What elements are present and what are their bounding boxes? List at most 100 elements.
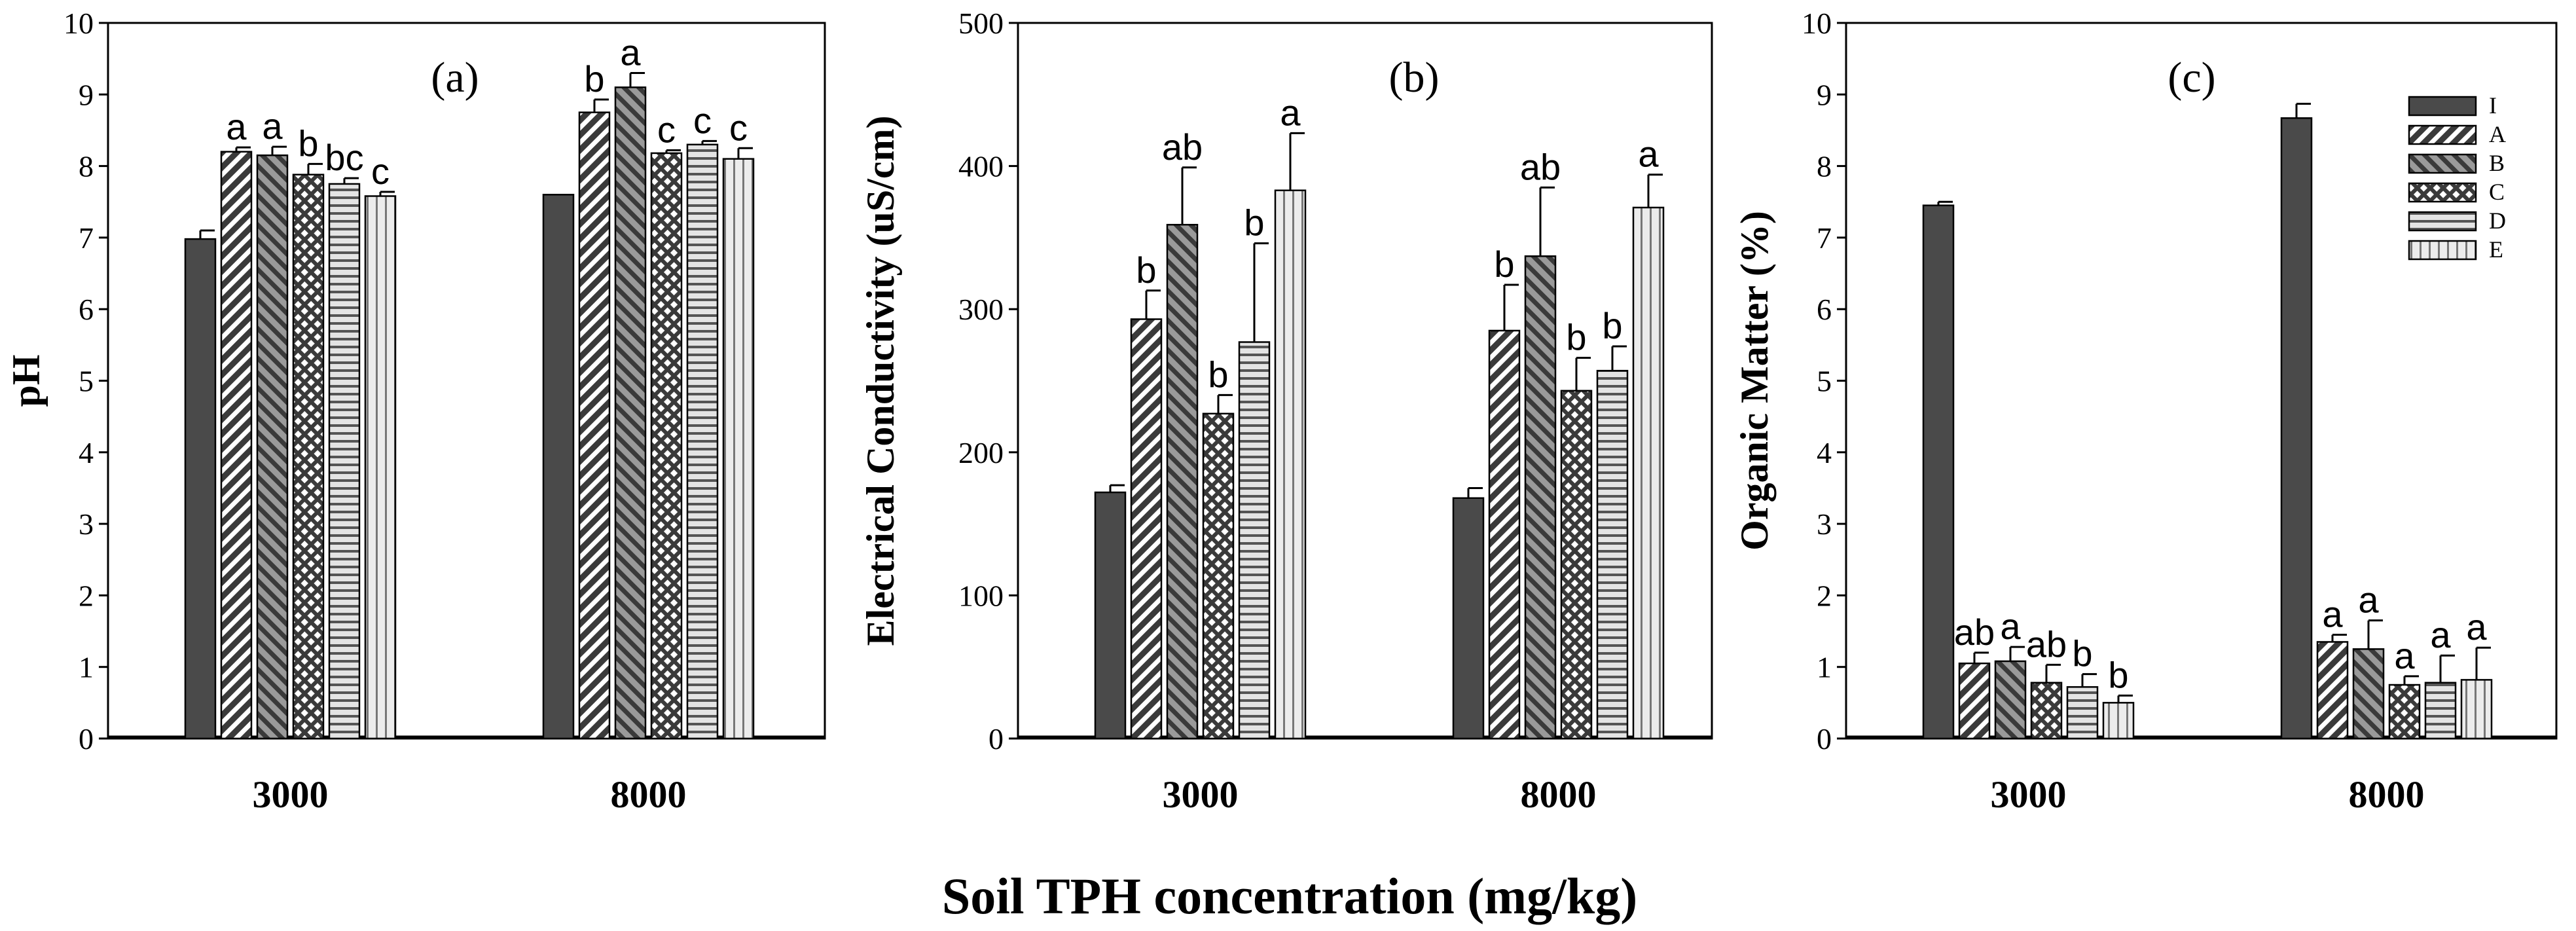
y-tick-label: 5 <box>79 365 94 398</box>
x-category-label: 8000 <box>2349 773 2425 816</box>
y-tick-label: 7 <box>1817 221 1832 255</box>
bar-C-8000 <box>650 152 683 740</box>
bar-C-3000 <box>1202 412 1235 740</box>
panel-tag: (c) <box>2168 54 2215 101</box>
significance-label: b <box>2072 633 2092 674</box>
bar-I-3000 <box>1922 204 1955 740</box>
bar-E-3000 <box>364 195 397 740</box>
x-category-label: 8000 <box>1521 773 1597 816</box>
y-tick-label: 1 <box>1817 651 1832 684</box>
panel-tag: (b) <box>1389 54 1440 101</box>
y-tick-label: 0 <box>79 722 94 756</box>
bar-A-3000 <box>1958 662 1991 740</box>
bar-I-8000 <box>2280 117 2313 740</box>
y-axis-label: pH <box>5 354 48 407</box>
bar-A-3000 <box>220 151 253 740</box>
y-tick-label: 3 <box>79 507 94 541</box>
significance-label: c <box>371 151 390 192</box>
y-tick-label: 0 <box>989 722 1004 756</box>
bar-B-3000 <box>1994 660 2027 740</box>
legend-swatch-C <box>2408 182 2477 203</box>
bar-B-8000 <box>1524 255 1557 740</box>
bar-C-3000 <box>292 173 325 740</box>
y-tick-label: 7 <box>79 221 94 255</box>
y-tick-label: 300 <box>958 293 1004 326</box>
y-tick-label: 8 <box>1817 150 1832 183</box>
significance-label: ab <box>1162 126 1203 168</box>
bar-E-3000 <box>2102 702 2135 740</box>
legend-label-I: I <box>2489 92 2497 119</box>
y-tick-label: 10 <box>1802 7 1832 40</box>
significance-label: b <box>1602 305 1622 346</box>
significance-label: ab <box>1520 146 1561 187</box>
significance-label: a <box>2322 594 2343 635</box>
legend-swatch-E <box>2408 240 2477 261</box>
significance-label: b <box>2108 654 2128 695</box>
y-tick-label: 9 <box>1817 78 1832 111</box>
bar-D-3000 <box>1238 341 1271 740</box>
legend-label-B: B <box>2489 150 2505 176</box>
bar-D-8000 <box>1596 369 1629 740</box>
legend-swatch-A <box>2408 124 2477 145</box>
bar-E-8000 <box>2460 679 2493 740</box>
significance-label: b <box>1208 354 1228 395</box>
significance-label: a <box>2466 606 2487 648</box>
bar-A-8000 <box>2316 641 2349 740</box>
significance-label: a <box>2430 614 2451 655</box>
bar-E-8000 <box>722 158 755 740</box>
bar-A-8000 <box>1488 329 1521 740</box>
significance-label: b <box>1136 249 1156 291</box>
y-tick-label: 10 <box>63 7 94 40</box>
legend-label-A: A <box>2489 121 2506 147</box>
legend-swatch-I <box>2408 96 2477 117</box>
bar-B-3000 <box>1166 223 1199 740</box>
y-tick-label: 6 <box>1817 293 1832 326</box>
y-tick-label: 8 <box>79 150 94 183</box>
bar-D-8000 <box>686 143 719 740</box>
significance-label: a <box>1638 134 1659 175</box>
significance-label: a <box>226 106 247 147</box>
significance-label: a <box>2000 606 2021 647</box>
bar-D-8000 <box>2424 682 2457 740</box>
chart-panel-b: 0 100 200 300 400 500 Electrical Conductivity … <box>859 7 1713 816</box>
bar-A-3000 <box>1130 318 1163 740</box>
significance-label: c <box>729 107 748 148</box>
significance-label: a <box>1280 92 1301 133</box>
x-category-label: 3000 <box>1163 773 1239 816</box>
y-tick-label: 200 <box>958 436 1004 469</box>
y-tick-label: 3 <box>1817 507 1832 541</box>
significance-label: b <box>1566 317 1586 358</box>
significance-label: b <box>1494 244 1514 285</box>
y-tick-label: 2 <box>79 579 94 612</box>
legend-label-E: E <box>2489 236 2503 263</box>
y-tick-label: 100 <box>958 579 1004 612</box>
significance-label: a <box>262 105 283 147</box>
y-axis-label: Electrical Conductivity (uS/cm) <box>859 116 902 646</box>
bar-I-3000 <box>184 238 217 740</box>
bar-C-3000 <box>2030 682 2063 740</box>
significance-label: ab <box>2026 623 2067 665</box>
bar-B-3000 <box>256 154 289 740</box>
significance-label: ab <box>1954 612 1995 653</box>
significance-label: b <box>584 58 604 100</box>
y-tick-label: 400 <box>958 150 1004 183</box>
y-axis-label: Organic Matter (%) <box>1733 211 1776 551</box>
bar-I-8000 <box>1452 497 1485 740</box>
bar-B-8000 <box>2352 648 2385 740</box>
y-tick-label: 0 <box>1817 722 1832 756</box>
y-tick-label: 1 <box>79 651 94 684</box>
x-category-label: 3000 <box>1991 773 2067 816</box>
global-x-axis-label: Soil TPH concentration (mg/kg) <box>942 867 1637 924</box>
significance-label: b <box>298 122 318 164</box>
legend-swatch-B <box>2408 153 2477 174</box>
bar-B-8000 <box>614 86 647 740</box>
x-category-label: 3000 <box>253 773 329 816</box>
significance-label: bc <box>325 137 363 178</box>
significance-label: b <box>1244 202 1264 244</box>
y-tick-label: 6 <box>79 293 94 326</box>
panel-tag: (a) <box>431 54 479 101</box>
